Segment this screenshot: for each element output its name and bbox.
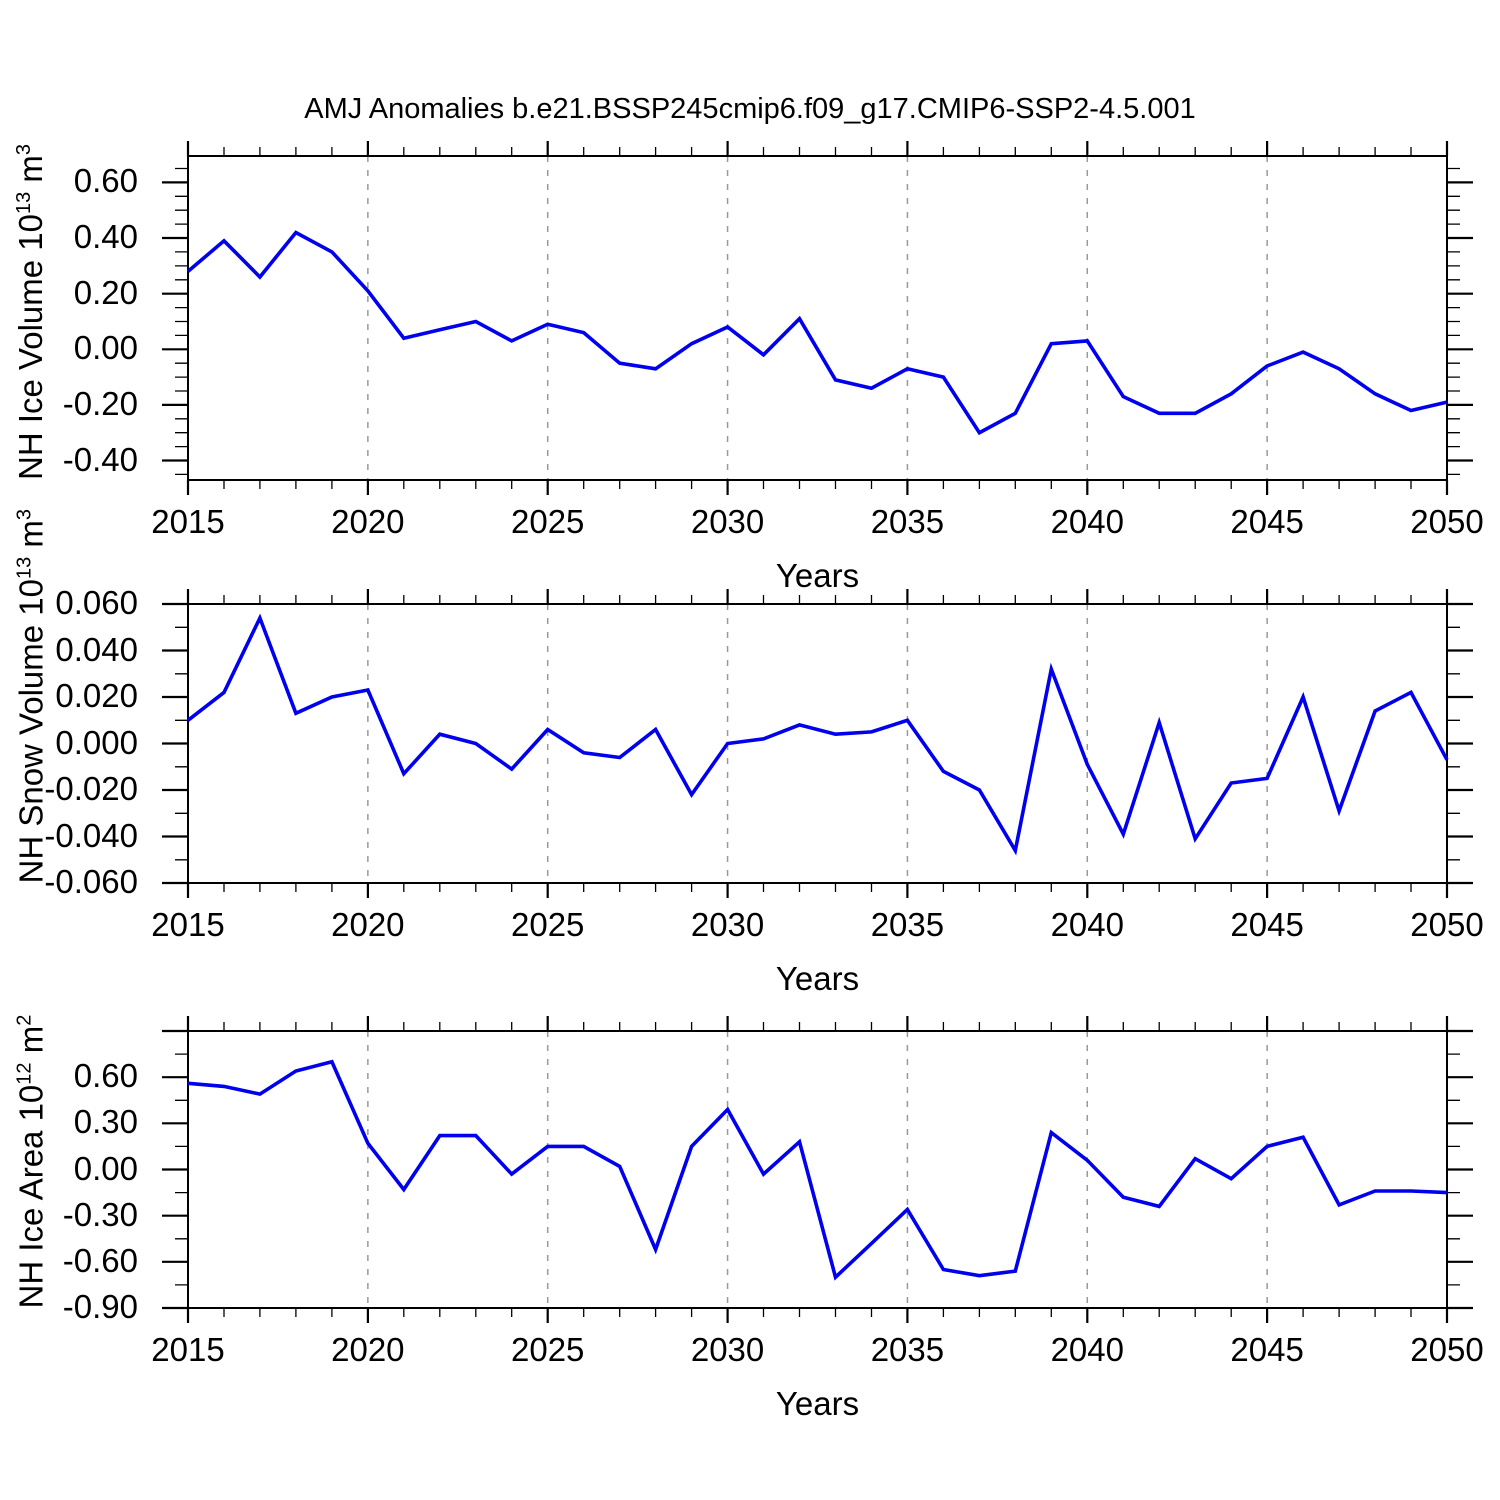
- minor-ticks: [175, 147, 1460, 489]
- x-tick-label: 2045: [1230, 906, 1304, 943]
- y-tick-label: 0.40: [73, 218, 138, 256]
- y-tick-label: 0.00: [73, 329, 138, 367]
- x-tick-label: 2045: [1230, 1331, 1304, 1368]
- x-tick-label: 2025: [510, 503, 585, 540]
- minor-ticks: [175, 595, 1460, 892]
- xaxis-label-panel-3: Years: [775, 1385, 860, 1422]
- y-tick-label: 0.040: [55, 630, 138, 668]
- x-tick-label: 2040: [1050, 1331, 1124, 1368]
- data-line-nh-ice-area: [187, 1059, 1448, 1281]
- x-tick-label: 2045: [1230, 503, 1304, 540]
- y-tick-label: 0.60: [73, 1057, 138, 1095]
- x-tick-label: 2030: [690, 503, 765, 540]
- y-tick-label: -0.20: [62, 384, 138, 422]
- y-tick-label: 0.020: [55, 677, 138, 714]
- y-tick-label: -0.90: [62, 1288, 138, 1325]
- x-tick-label: 2035: [870, 503, 945, 540]
- yaxis-label-panel-1: NH Ice Volume 1013 m3: [12, 143, 49, 480]
- xaxis-label-panel-2: Years: [775, 960, 860, 997]
- y-tick-label: 0.000: [55, 723, 138, 761]
- x-tick-label: 2020: [331, 503, 405, 540]
- y-tick-label: 0.60: [73, 162, 138, 200]
- chart-title: AMJ Anomalies b.e21.BSSP245cmip6.f09_g17…: [304, 93, 1196, 125]
- x-tick-label: 2050: [1410, 906, 1484, 943]
- y-tick-label: -0.020: [44, 770, 138, 807]
- x-tick-label: 2035: [870, 1331, 945, 1368]
- x-tick-label: 2025: [510, 906, 585, 943]
- y-tick-label: -0.040: [44, 816, 138, 854]
- major-ticks: [162, 589, 1473, 898]
- panel-3-nh-ice-area: [162, 1016, 1473, 1323]
- minor-ticks: [175, 1022, 1460, 1317]
- x-tick-label: 2015: [151, 1331, 225, 1368]
- y-tick-label: -0.060: [44, 863, 138, 900]
- y-tick-label: 0.30: [73, 1103, 138, 1141]
- y-tick-label: -0.40: [62, 440, 138, 478]
- x-tick-label: 2025: [510, 1331, 585, 1368]
- plot-frame: [187, 155, 1448, 481]
- x-tick-label: 2050: [1410, 1331, 1484, 1368]
- y-tick-label: -0.60: [62, 1241, 138, 1279]
- x-tick-label: 2015: [151, 503, 225, 540]
- major-ticks: [162, 141, 1473, 495]
- data-line-nh-snow-volume: [186, 613, 1449, 856]
- x-tick-label: 2015: [151, 906, 225, 943]
- x-tick-label: 2030: [690, 906, 765, 943]
- x-tick-label: 2040: [1050, 503, 1124, 540]
- x-tick-label: 2035: [870, 906, 945, 943]
- major-ticks: [162, 1016, 1473, 1323]
- x-tick-label: 2040: [1050, 906, 1124, 943]
- xaxis-label-panel-1: Years: [775, 557, 860, 594]
- x-tick-label: 2020: [331, 1331, 405, 1368]
- data-line-nh-ice-volume: [186, 230, 1448, 436]
- y-tick-label: 0.060: [55, 584, 138, 621]
- y-tick-label: 0.20: [73, 273, 138, 311]
- x-tick-label: 2020: [331, 906, 405, 943]
- plot-frame: [187, 1030, 1448, 1309]
- y-tick-label: -0.30: [62, 1195, 138, 1233]
- y-tick-label: 0.00: [73, 1149, 138, 1187]
- x-tick-label: 2050: [1410, 503, 1484, 540]
- panel-2-nh-snow-volume: [162, 589, 1473, 898]
- x-tick-label: 2030: [690, 1331, 765, 1368]
- panel-1-nh-ice-volume: [162, 141, 1473, 495]
- plot-frame: [187, 603, 1448, 884]
